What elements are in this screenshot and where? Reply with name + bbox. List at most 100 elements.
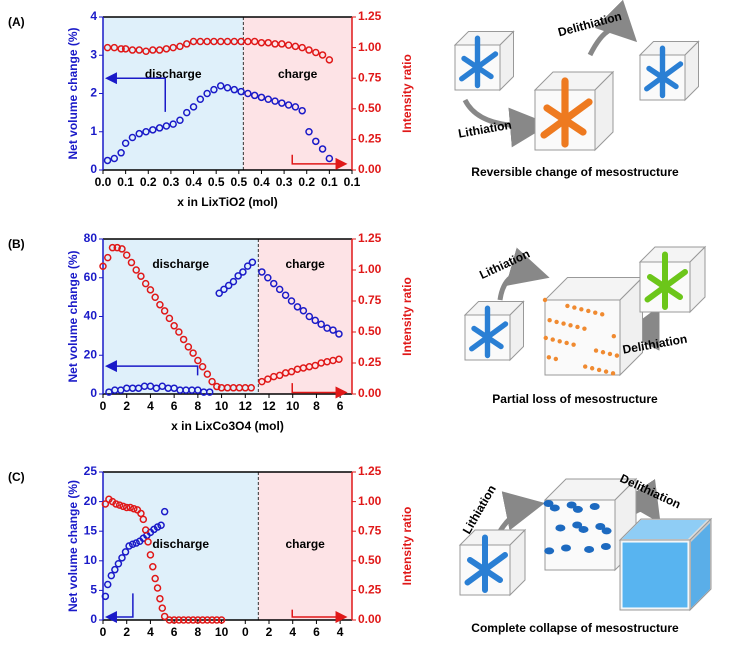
point	[127, 258, 136, 267]
point	[135, 46, 143, 54]
y-tick-label: 25	[84, 464, 98, 478]
y-tick-label: 3	[90, 47, 97, 61]
caption: Reversible change of mesostructure	[471, 165, 679, 179]
step-label: Lithiation	[477, 246, 532, 282]
point	[194, 616, 202, 624]
cube	[453, 30, 515, 92]
cube-face	[509, 528, 526, 597]
region-label: charge	[285, 537, 325, 551]
x-tick-label: 8	[195, 625, 202, 639]
x-tick-label: 4	[147, 625, 154, 639]
collapsed	[621, 541, 689, 609]
point	[196, 37, 205, 46]
point	[210, 37, 218, 46]
point	[312, 48, 320, 57]
process-arrow	[497, 247, 550, 301]
cube-face	[689, 245, 706, 314]
particle	[579, 307, 584, 312]
point	[264, 95, 272, 103]
point	[208, 616, 216, 624]
point	[237, 37, 245, 46]
y2-tick-label: 1.00	[358, 262, 382, 276]
point	[160, 307, 169, 315]
point	[153, 584, 162, 592]
collapsed	[691, 523, 710, 608]
point	[151, 574, 159, 583]
point	[184, 616, 193, 624]
arrow	[291, 383, 348, 399]
point	[271, 40, 279, 48]
patch	[543, 500, 554, 507]
x-tick-label: 2	[123, 399, 130, 413]
y-tick-label: 0	[90, 612, 97, 626]
particle	[603, 369, 609, 374]
caption: Partial loss of mesostructure	[492, 392, 658, 406]
point	[119, 502, 127, 511]
point	[184, 343, 193, 351]
x-tick-label: 8	[195, 399, 202, 413]
point	[139, 515, 148, 524]
point	[107, 571, 116, 580]
y-tick-label: 15	[84, 523, 98, 537]
cube	[458, 528, 527, 597]
point	[216, 82, 225, 90]
y2-tick-label: 0.50	[358, 324, 382, 338]
arrow	[291, 154, 348, 170]
y-tick-label: 20	[84, 494, 98, 508]
point	[156, 594, 164, 603]
x-tick-label: 0.2	[298, 175, 315, 189]
region-label: charge	[285, 257, 325, 271]
point	[264, 38, 272, 47]
point	[305, 46, 313, 54]
region-label: discharge	[145, 67, 202, 81]
y-tick-label: 60	[84, 270, 98, 284]
cube-face	[684, 40, 699, 102]
point	[244, 37, 252, 46]
point	[128, 133, 137, 142]
process-arrow	[587, 0, 638, 57]
particle	[553, 356, 559, 362]
point	[141, 526, 150, 534]
point	[151, 293, 159, 302]
point	[146, 551, 155, 559]
x-tick-label: 6	[313, 625, 320, 639]
point	[122, 251, 131, 259]
point	[170, 322, 178, 330]
y-tick-label: 80	[84, 231, 98, 245]
point	[216, 37, 225, 46]
particle	[593, 310, 598, 315]
x-tick-label: 8	[313, 399, 320, 413]
particle	[561, 321, 566, 326]
point	[176, 116, 184, 125]
x-tick-label: 10	[215, 625, 229, 639]
mesostructure	[459, 35, 499, 89]
point	[210, 85, 218, 94]
x-tick-label: 0.1	[344, 175, 361, 189]
patch	[572, 505, 583, 513]
point	[194, 356, 202, 365]
x-tick-label: 0.4	[185, 175, 202, 189]
patch	[555, 524, 566, 532]
point	[298, 106, 306, 115]
x-tick-label: 0	[242, 625, 249, 639]
point	[203, 89, 211, 98]
cube-face	[594, 70, 614, 152]
cube-face	[509, 300, 524, 362]
point	[125, 542, 133, 550]
point	[237, 87, 245, 96]
particle	[607, 351, 613, 357]
y-axis-title: Net volume change (%)	[66, 27, 80, 159]
point	[103, 43, 112, 52]
point	[208, 377, 216, 386]
point	[155, 46, 164, 54]
cube	[463, 300, 525, 362]
arrow	[104, 360, 199, 376]
point	[189, 37, 198, 46]
particle	[542, 297, 548, 303]
point	[162, 45, 171, 53]
x-tick-label: 0.5	[208, 175, 225, 189]
point	[284, 101, 293, 109]
point	[137, 509, 145, 518]
region	[258, 239, 352, 394]
point	[239, 268, 247, 276]
